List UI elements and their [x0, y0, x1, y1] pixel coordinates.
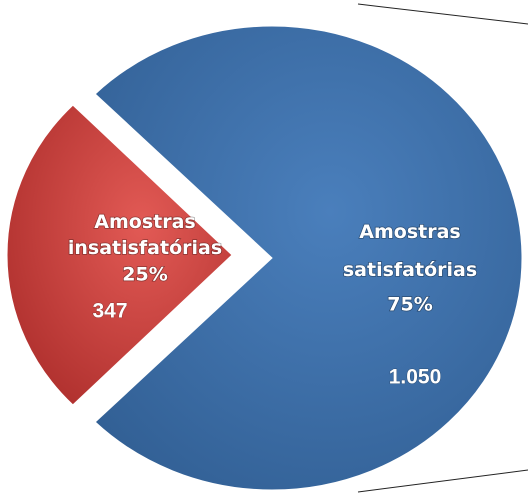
connector-line	[357, 3, 528, 25]
pie-slice	[6, 104, 233, 406]
count-label: 1.050	[389, 366, 442, 389]
percent-label: 75%	[387, 294, 432, 316]
connector-line	[357, 469, 528, 493]
percent-label: 25%	[122, 264, 167, 286]
slice-label: Amostras insatisfatórias	[68, 211, 222, 259]
pie-slice	[94, 25, 523, 491]
count-label: 347	[92, 300, 127, 323]
slice-label: Amostras satisfatórias	[343, 221, 477, 281]
